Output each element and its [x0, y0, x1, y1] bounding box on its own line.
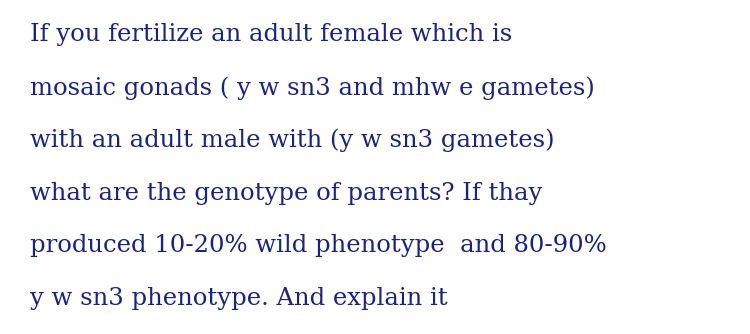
- Text: mosaic gonads ( y w sn3 and mhw e gametes): mosaic gonads ( y w sn3 and mhw e gamete…: [30, 76, 595, 100]
- Text: If you fertilize an adult female which is: If you fertilize an adult female which i…: [30, 23, 512, 46]
- Text: produced 10-20% wild phenotype  and 80-90%: produced 10-20% wild phenotype and 80-90…: [30, 234, 607, 258]
- Text: y w sn3 phenotype. And explain it: y w sn3 phenotype. And explain it: [30, 287, 448, 310]
- Text: what are the genotype of parents? If thay: what are the genotype of parents? If tha…: [30, 182, 542, 205]
- Text: with an adult male with (y w sn3 gametes): with an adult male with (y w sn3 gametes…: [30, 129, 554, 152]
